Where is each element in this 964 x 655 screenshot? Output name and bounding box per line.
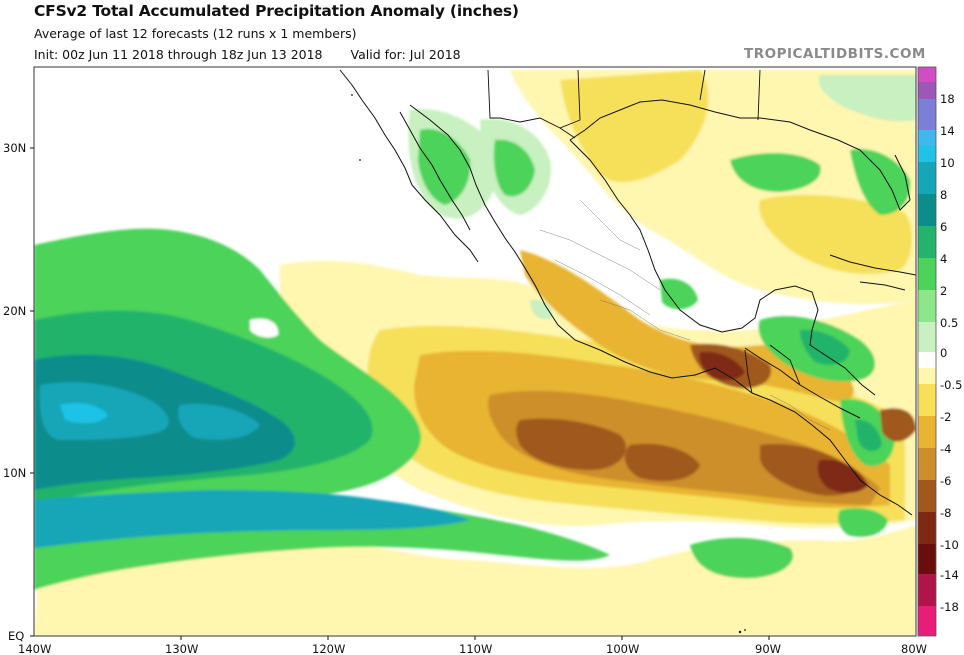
- colorbar-swatch: [918, 480, 936, 512]
- init-text: Init: 00z Jun 11 2018 through 18z Jun 13…: [34, 47, 323, 62]
- lon-label: 110W: [459, 642, 492, 655]
- lon-label: 80W: [901, 642, 927, 655]
- colorbar-label: -18: [940, 600, 959, 614]
- lon-label: 140W: [18, 642, 51, 655]
- chart-title: CFSv2 Total Accumulated Precipitation An…: [34, 2, 519, 20]
- anomaly-fill-layer: [34, 67, 916, 636]
- lon-label: 130W: [165, 642, 198, 655]
- lon-label: 100W: [606, 642, 639, 655]
- colorbar-label: -14: [940, 568, 959, 582]
- country-borders: [487, 69, 801, 394]
- colorbar-swatch: [918, 226, 936, 258]
- colorbar-swatch: [918, 322, 936, 352]
- colorbar: [917, 66, 937, 637]
- colorbar-swatch: [918, 574, 936, 606]
- colorbar-swatch: [918, 194, 936, 226]
- colorbar-swatch: [918, 162, 936, 194]
- colorbar-swatch: [918, 512, 936, 544]
- colorbar-label: -4: [940, 442, 951, 456]
- coastlines: [339, 69, 916, 516]
- colorbar-swatch: [918, 82, 936, 99]
- colorbar-label: 18: [940, 92, 955, 106]
- colorbar-labels: 18 14 10 8 6 4 2 0.5 0 -0.5 -2 -4 -6 -8 …: [940, 92, 962, 614]
- colorbar-swatch: [918, 67, 936, 82]
- lat-label: 10N: [3, 466, 26, 480]
- colorbar-label: 10: [940, 156, 955, 170]
- colorbar-label: -2: [940, 410, 951, 424]
- colorbar-label: -0.5: [940, 378, 962, 392]
- lon-label: 90W: [755, 642, 781, 655]
- colorbar-label: 4: [940, 252, 947, 266]
- latitude-axis: 30N 20N 10N EQ: [3, 141, 34, 643]
- lon-label: 120W: [312, 642, 345, 655]
- colorbar-swatch: [918, 130, 936, 146]
- colorbar-swatch: [918, 448, 936, 480]
- init-valid-line: Init: 00z Jun 11 2018 through 18z Jun 13…: [34, 47, 461, 62]
- colorbar-swatch: [918, 146, 936, 162]
- colorbar-swatch: [918, 368, 936, 384]
- colorbar-label: -6: [940, 474, 951, 488]
- colorbar-swatch: [918, 290, 936, 322]
- colorbar-label: -8: [940, 506, 951, 520]
- colorbar-label: 0.5: [940, 316, 958, 330]
- state-borders: [539, 199, 831, 431]
- colorbar-label: 0: [940, 346, 947, 360]
- colorbar-swatch: [918, 606, 936, 636]
- islands: [351, 94, 746, 634]
- colorbar-swatch: [918, 258, 936, 290]
- colorbar-label: -10: [940, 538, 959, 552]
- valid-text: Valid for: Jul 2018: [350, 47, 461, 62]
- colorbar-label: 6: [940, 220, 947, 234]
- colorbar-label: 8: [940, 188, 947, 202]
- lat-label: 20N: [3, 304, 26, 318]
- longitude-axis: 140W 130W 120W 110W 100W 90W 80W: [18, 636, 927, 655]
- lat-label: 30N: [3, 141, 26, 155]
- colorbar-label: 2: [940, 284, 947, 298]
- colorbar-swatch: [918, 99, 936, 130]
- brand-watermark: TROPICALTIDBITS.COM: [744, 46, 926, 62]
- colorbar-swatch: [918, 384, 936, 416]
- chart-subtitle: Average of last 12 forecasts (12 runs x …: [34, 26, 357, 41]
- lat-label: EQ: [8, 629, 24, 643]
- colorbar-label: 14: [940, 124, 955, 138]
- colorbar-swatch: [918, 416, 936, 448]
- colorbar-swatch: [918, 352, 936, 368]
- colorbar-swatch: [918, 544, 936, 574]
